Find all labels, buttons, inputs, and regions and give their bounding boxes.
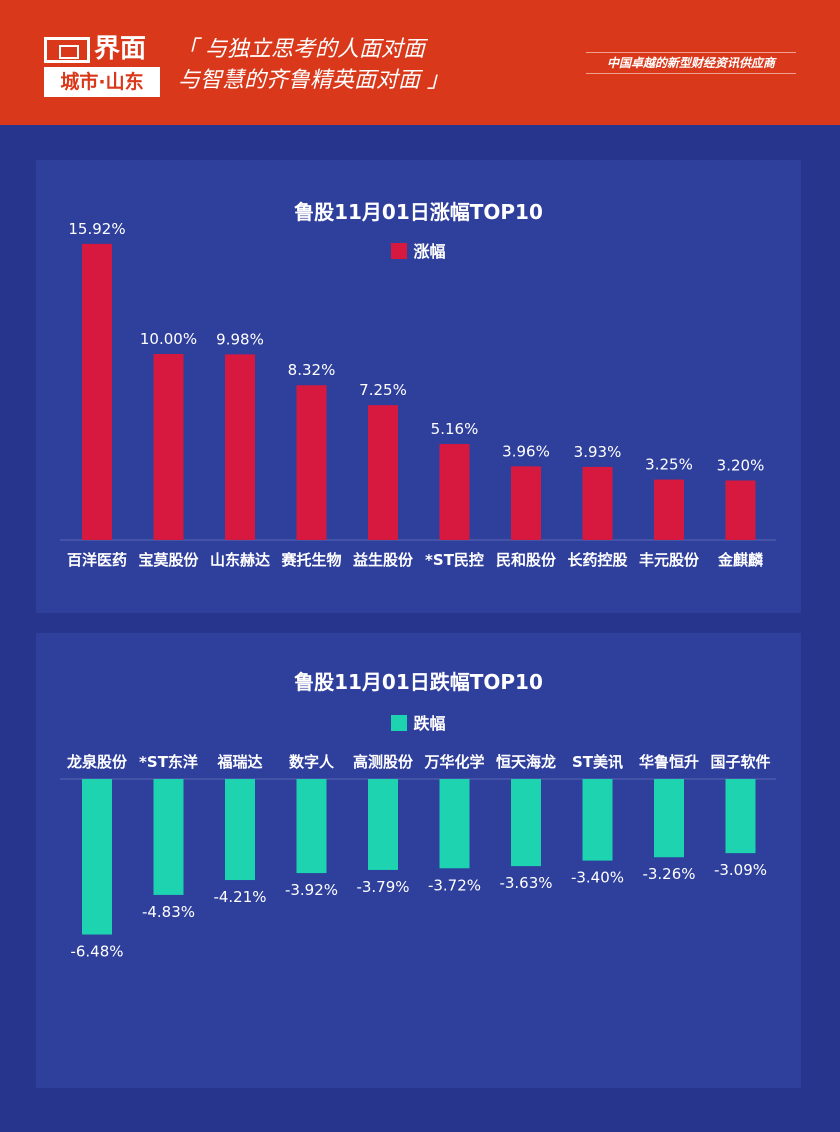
bar	[654, 479, 684, 540]
bar	[439, 444, 470, 540]
bar	[296, 779, 327, 874]
losers-chart-title: 鲁股11月01日跌幅TOP10	[294, 670, 543, 694]
data-label: -3.40%	[571, 869, 624, 887]
category-label: 恒天海龙	[496, 753, 556, 771]
gainers-chart-panel: 鲁股11月01日涨幅TOP10 涨幅 15.92% 百洋医药 10.00% 宝莫股份 9…	[36, 160, 801, 613]
slogan: 「 与独立思考的人面对面 与智慧的齐鲁精英面对面 」	[176, 34, 449, 96]
legend-swatch	[391, 243, 408, 259]
slogan-line-1: 「 与独立思考的人面对面	[176, 37, 425, 62]
data-label: 3.25%	[645, 456, 693, 474]
category-label: 华鲁恒升	[639, 753, 699, 771]
bar	[654, 779, 684, 858]
data-label: 3.20%	[717, 456, 765, 474]
data-label: -3.63%	[499, 874, 552, 892]
category-label: 国子软件	[710, 753, 770, 771]
bar	[153, 354, 184, 540]
data-label: -3.72%	[428, 876, 481, 894]
data-label: 3.93%	[574, 443, 622, 461]
bar	[225, 354, 255, 540]
gainers-legend: 涨幅	[36, 238, 801, 262]
bar	[511, 466, 541, 540]
bar	[153, 779, 184, 895]
bar	[82, 243, 112, 540]
bar	[725, 480, 756, 540]
data-label: 9.98%	[216, 330, 264, 348]
category-label: 丰元股份	[639, 551, 700, 569]
bar	[725, 779, 756, 854]
data-label: -6.48%	[70, 943, 123, 961]
data-label: -4.83%	[142, 903, 195, 921]
category-label: 万华化学	[423, 753, 484, 771]
category-label: ST美讯	[572, 753, 623, 771]
data-label: -4.21%	[213, 888, 266, 906]
category-label: *ST民控	[425, 551, 484, 569]
bar	[368, 405, 398, 540]
category-label: 福瑞达	[216, 753, 262, 771]
logo-subtitle: 城市·山东	[44, 67, 160, 97]
logo-text: 界面	[94, 34, 147, 64]
category-label: 赛托生物	[280, 551, 341, 569]
data-label: 3.96%	[502, 442, 550, 460]
tagline: 中国卓越的新型财经资讯供应商	[586, 52, 796, 74]
header-banner: 界面 城市·山东 「 与独立思考的人面对面 与智慧的齐鲁精英面对面 」 中国卓越…	[0, 0, 840, 125]
category-label: 长药控股	[567, 551, 628, 569]
data-label: 10.00%	[140, 330, 197, 348]
bar	[225, 779, 255, 881]
bar	[582, 466, 613, 540]
losers-chart: -6.48% 龙泉股份 -4.83% *ST东洋 -4.21% 福瑞达 -3.92% 数字人 -…	[60, 753, 776, 961]
legend-label: 跌幅	[413, 714, 446, 733]
data-label: 7.25%	[359, 381, 407, 399]
legend-label: 涨幅	[413, 242, 446, 261]
bar	[439, 779, 470, 869]
losers-chart-panel: 鲁股11月01日跌幅TOP10 跌幅 -6.48% 龙泉股份 -4.83% *ST东洋…	[36, 633, 801, 1088]
category-label: 龙泉股份	[66, 753, 128, 771]
bar	[368, 779, 398, 870]
data-label: -3.26%	[642, 865, 695, 883]
data-label: 5.16%	[431, 420, 479, 438]
bar	[511, 779, 541, 867]
category-label: *ST东洋	[139, 753, 198, 771]
category-label: 高测股份	[353, 753, 414, 771]
legend-swatch	[391, 715, 408, 731]
slogan-line-2: 与智慧的齐鲁精英面对面 」	[178, 68, 449, 93]
gainers-chart-title: 鲁股11月01日涨幅TOP10	[294, 200, 543, 224]
category-label: 金麒麟	[717, 551, 764, 569]
data-label: 8.32%	[288, 361, 336, 379]
bar	[582, 779, 613, 861]
logo-frame-icon	[44, 36, 90, 63]
bar	[82, 779, 112, 935]
data-label: -3.79%	[356, 878, 409, 896]
losers-legend: 跌幅	[36, 710, 801, 734]
gainers-chart: 15.92% 百洋医药 10.00% 宝莫股份 9.98% 山东赫达 8.32% 赛托生物 7.…	[60, 220, 776, 569]
category-label: 民和股份	[496, 551, 557, 569]
category-label: 百洋医药	[67, 551, 127, 569]
bar	[296, 385, 327, 540]
data-label: 15.92%	[68, 220, 125, 238]
category-label: 宝莫股份	[138, 551, 199, 569]
category-label: 益生股份	[353, 551, 414, 569]
category-label: 山东赫达	[210, 551, 270, 569]
data-label: -3.92%	[285, 881, 338, 899]
category-label: 数字人	[289, 753, 335, 771]
data-label: -3.09%	[714, 861, 767, 879]
jiemian-logo: 界面	[44, 34, 160, 64]
